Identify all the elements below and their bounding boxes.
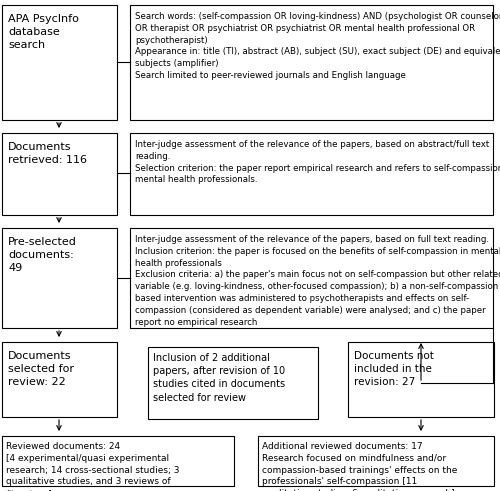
Text: Documents not
included in the
revision: 27: Documents not included in the revision: … <box>354 351 434 387</box>
Text: APA PsycInfo
database
search: APA PsycInfo database search <box>8 14 79 51</box>
Bar <box>2 342 117 417</box>
Bar <box>130 133 493 215</box>
Text: Reviewed documents: 24
[4 experimental/quasi experimental
research; 14 cross-sec: Reviewed documents: 24 [4 experimental/q… <box>6 442 180 491</box>
Bar <box>130 228 493 328</box>
Bar <box>348 342 494 417</box>
Text: Inter-judge assessment of the relevance of the papers, based on abstract/full te: Inter-judge assessment of the relevance … <box>135 140 500 185</box>
Text: Documents
retrieved: 116: Documents retrieved: 116 <box>8 142 87 165</box>
Bar <box>2 436 234 486</box>
Bar <box>2 133 117 215</box>
Text: Search words: (self-compassion OR loving-kindness) AND (psychologist OR counselo: Search words: (self-compassion OR loving… <box>135 12 500 80</box>
Text: Pre-selected
documents:
49: Pre-selected documents: 49 <box>8 237 77 273</box>
Text: Documents
selected for
review: 22: Documents selected for review: 22 <box>8 351 74 387</box>
Text: Inter-judge assessment of the relevance of the papers, based on full text readin: Inter-judge assessment of the relevance … <box>135 235 500 327</box>
Bar <box>258 436 494 486</box>
Bar <box>2 5 117 120</box>
Bar <box>2 228 117 328</box>
Bar <box>148 347 318 419</box>
Text: Additional reviewed documents: 17
Research focused on mindfulness and/or
compass: Additional reviewed documents: 17 Resear… <box>262 442 458 491</box>
Bar <box>130 5 493 120</box>
Text: Inclusion of 2 additional
papers, after revision of 10
studies cited in document: Inclusion of 2 additional papers, after … <box>153 353 285 403</box>
